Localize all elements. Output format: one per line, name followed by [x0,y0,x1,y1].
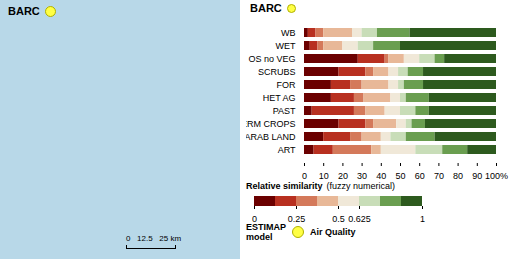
svg-text:ARAB LAND: ARAB LAND [246,132,296,142]
svg-text:PERM CROPS: PERM CROPS [246,119,296,129]
svg-text:OS no VEG: OS no VEG [248,54,295,64]
svg-text:0: 0 [252,214,257,222]
svg-text:WET: WET [276,41,296,51]
svg-text:0.5: 0.5 [332,214,345,222]
svg-text:60: 60 [415,171,425,181]
html-text:Air Quality: Air Quality [310,227,356,237]
html-text:BARC: BARC [8,5,40,17]
html-text:ESTIMAP model: ESTIMAP model [246,222,286,242]
svg-text:70: 70 [434,171,444,181]
svg-text:100%: 100% [485,171,508,181]
svg-text:20: 20 [338,171,348,181]
svg-text:80: 80 [453,171,463,181]
svg-text:1: 1 [420,214,425,222]
html-text:0 12.5 25 km: 0 12.5 25 km [126,234,182,243]
svg-text:40: 40 [376,171,386,181]
svg-text:FOR: FOR [277,80,296,90]
svg-text:0.625: 0.625 [348,214,371,222]
svg-text:30: 30 [357,171,367,181]
svg-text:0: 0 [302,171,307,181]
svg-text:HET AG: HET AG [263,93,296,103]
svg-text:PAST: PAST [273,106,296,116]
svg-text:10: 10 [319,171,329,181]
svg-text:90: 90 [472,171,482,181]
svg-text:ART: ART [278,145,296,155]
svg-text:SCRUBS: SCRUBS [258,67,296,77]
svg-text:50: 50 [395,171,405,181]
html-text:Relative similarity (fuzzy num: Relative similarity (fuzzy numerical) [246,181,396,191]
svg-text:WB: WB [281,28,296,38]
svg-text:0.25: 0.25 [288,214,306,222]
html-text:BARC: BARC [250,2,282,14]
